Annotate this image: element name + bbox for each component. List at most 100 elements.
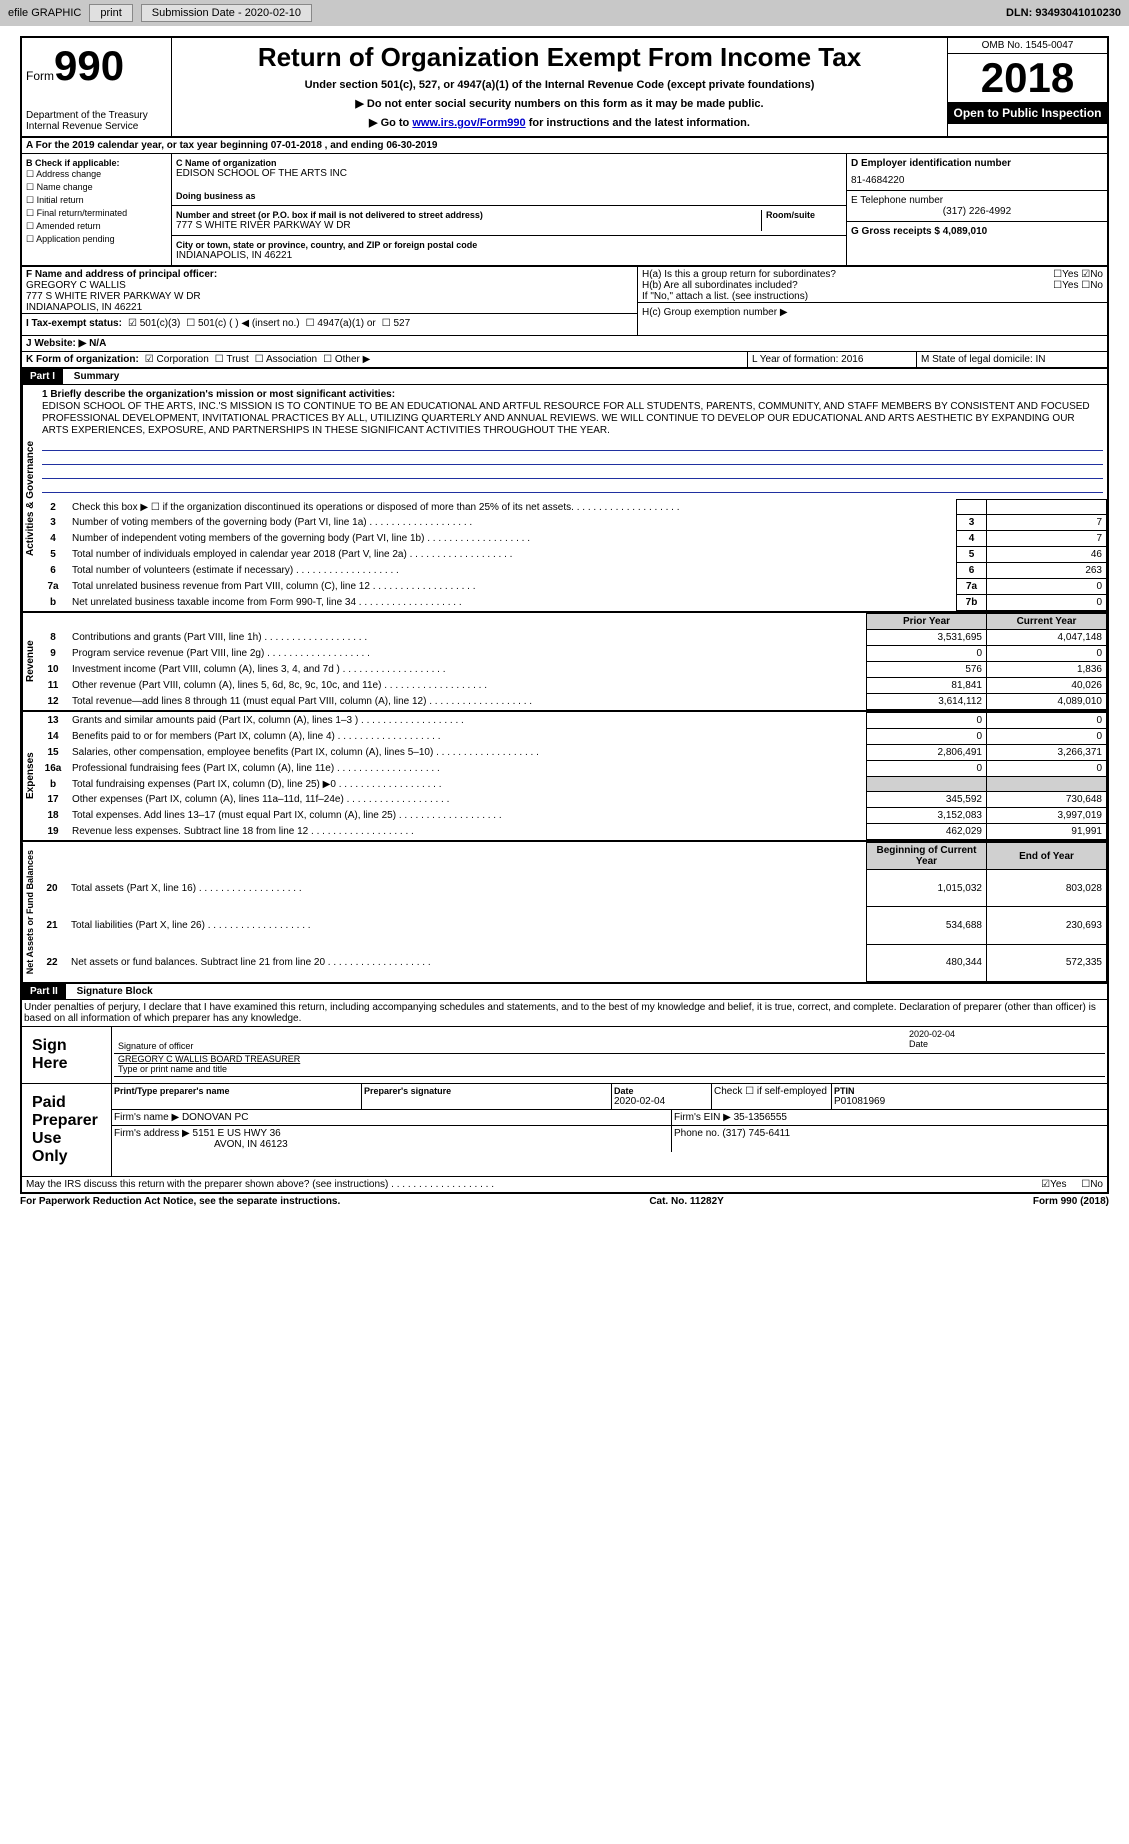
officer-addr1: 777 S WHITE RIVER PARKWAY W DR bbox=[26, 291, 633, 302]
check-corp[interactable]: ☑ Corporation bbox=[145, 354, 209, 365]
signature-block: Sign Here Signature of officer 2020-02-0… bbox=[20, 1026, 1109, 1194]
tax-year: 2018 bbox=[948, 54, 1107, 102]
check-other[interactable]: ☐ Other ▶ bbox=[323, 354, 370, 365]
blue-rule bbox=[42, 467, 1103, 479]
check-amended-return[interactable]: ☐ Amended return bbox=[26, 220, 167, 233]
dln-label: DLN: 93493041010230 bbox=[1006, 7, 1121, 19]
ha-no[interactable]: ☑No bbox=[1081, 269, 1103, 280]
officer-name: GREGORY C WALLIS bbox=[26, 280, 633, 291]
check-501c3[interactable]: ☑ 501(c)(3) bbox=[128, 318, 180, 329]
print-button[interactable]: print bbox=[89, 4, 132, 22]
check-final-return[interactable]: ☐ Final return/terminated bbox=[26, 207, 167, 220]
table-row: 11Other revenue (Part VIII, column (A), … bbox=[38, 678, 1107, 694]
side-netassets: Net Assets or Fund Balances bbox=[22, 842, 37, 982]
firm-addr1: 5151 E US HWY 36 bbox=[193, 1128, 281, 1139]
ha-label: H(a) Is this a group return for subordin… bbox=[642, 269, 1053, 280]
governance-table: 2Check this box ▶ ☐ if the organization … bbox=[38, 499, 1107, 611]
officer-addr2: INDIANAPOLIS, IN 46221 bbox=[26, 302, 633, 313]
line-k-label: K Form of organization: bbox=[26, 354, 139, 365]
check-501c[interactable]: ☐ 501(c) ( ) ◀ (insert no.) bbox=[186, 318, 299, 329]
ha-yes[interactable]: ☐Yes bbox=[1053, 269, 1078, 280]
dept-treasury: Department of the Treasury bbox=[26, 110, 167, 121]
table-row: 19Revenue less expenses. Subtract line 1… bbox=[38, 824, 1107, 840]
box-g-label: G Gross receipts $ 4,089,010 bbox=[851, 226, 1103, 237]
phone-value: (317) 226-4992 bbox=[851, 206, 1103, 217]
table-row: bTotal fundraising expenses (Part IX, co… bbox=[38, 777, 1107, 792]
mission-text: EDISON SCHOOL OF THE ARTS, INC.'S MISSIO… bbox=[42, 401, 1090, 436]
hb-yes[interactable]: ☐Yes bbox=[1053, 280, 1078, 291]
check-application-pending[interactable]: ☐ Application pending bbox=[26, 233, 167, 246]
box-c-label: C Name of organization bbox=[176, 158, 842, 168]
hb-no[interactable]: ☐No bbox=[1081, 280, 1103, 291]
header-sub2: ▶ Do not enter social security numbers o… bbox=[176, 97, 943, 110]
table-row: 20Total assets (Part X, line 16)1,015,03… bbox=[37, 870, 1107, 907]
form-page: Form990 Department of the Treasury Inter… bbox=[0, 26, 1129, 1219]
signature-declaration: Under penalties of perjury, I declare th… bbox=[20, 1000, 1109, 1026]
pra-notice: For Paperwork Reduction Act Notice, see … bbox=[20, 1196, 340, 1207]
line-l: L Year of formation: 2016 bbox=[747, 352, 917, 367]
form-header: Form990 Department of the Treasury Inter… bbox=[20, 36, 1109, 138]
sign-here-label: Sign Here bbox=[22, 1027, 112, 1083]
netassets-table: Beginning of Current YearEnd of Year 20T… bbox=[37, 842, 1107, 982]
line-m: M State of legal domicile: IN bbox=[917, 352, 1107, 367]
check-trust[interactable]: ☐ Trust bbox=[215, 354, 249, 365]
check-self-employed[interactable]: Check ☐ if self-employed bbox=[712, 1084, 832, 1109]
irs-discuss-no[interactable]: ☐No bbox=[1081, 1179, 1103, 1190]
expenses-table: 13Grants and similar amounts paid (Part … bbox=[38, 712, 1107, 840]
omb-number: OMB No. 1545-0047 bbox=[948, 38, 1107, 54]
table-row: 22Net assets or fund balances. Subtract … bbox=[37, 944, 1107, 981]
header-sub3: ▶ Go to www.irs.gov/Form990 for instruct… bbox=[176, 116, 943, 129]
table-row: 2Check this box ▶ ☐ if the organization … bbox=[38, 500, 1107, 515]
col-bcy: Beginning of Current Year bbox=[867, 843, 987, 870]
revenue-table: Prior YearCurrent Year 8Contributions an… bbox=[38, 613, 1107, 710]
form-footer: Form 990 (2018) bbox=[1033, 1196, 1109, 1207]
col-current: Current Year bbox=[987, 614, 1107, 630]
table-row: 9Program service revenue (Part VIII, lin… bbox=[38, 646, 1107, 662]
table-row: 18Total expenses. Add lines 13–17 (must … bbox=[38, 808, 1107, 824]
table-row: bNet unrelated business taxable income f… bbox=[38, 595, 1107, 611]
paid-preparer-label: Paid Preparer Use Only bbox=[22, 1084, 112, 1176]
table-row: 8Contributions and grants (Part VIII, li… bbox=[38, 630, 1107, 646]
table-row: 10Investment income (Part VIII, column (… bbox=[38, 662, 1107, 678]
may-irs-discuss: May the IRS discuss this return with the… bbox=[26, 1179, 1035, 1190]
street-address: 777 S WHITE RIVER PARKWAY W DR bbox=[176, 220, 757, 231]
city-label: City or town, state or province, country… bbox=[176, 240, 842, 250]
header-sub1: Under section 501(c), 527, or 4947(a)(1)… bbox=[176, 79, 943, 91]
entity-info: B Check if applicable: ☐ Address change … bbox=[20, 154, 1109, 267]
table-row: 7aTotal unrelated business revenue from … bbox=[38, 579, 1107, 595]
firm-addr2: AVON, IN 46123 bbox=[214, 1139, 288, 1150]
firm-phone: (317) 745-6411 bbox=[722, 1128, 790, 1139]
table-row: 16aProfessional fundraising fees (Part I… bbox=[38, 761, 1107, 777]
dba-label: Doing business as bbox=[176, 191, 842, 201]
blue-rule bbox=[42, 439, 1103, 451]
line-i-label: I Tax-exempt status: bbox=[26, 318, 122, 329]
firm-name: DONOVAN PC bbox=[182, 1112, 249, 1123]
prep-sig-label: Preparer's signature bbox=[364, 1086, 609, 1096]
blue-rule bbox=[42, 453, 1103, 465]
box-d-label: D Employer identification number bbox=[851, 158, 1103, 169]
officer-signature-line[interactable]: Signature of officer bbox=[114, 1029, 905, 1054]
irs-link[interactable]: www.irs.gov/Form990 bbox=[412, 117, 525, 129]
irs-discuss-yes[interactable]: ☑Yes bbox=[1041, 1179, 1066, 1190]
signature-date: 2020-02-04 Date bbox=[905, 1029, 1105, 1054]
submission-date-button[interactable]: Submission Date - 2020-02-10 bbox=[141, 4, 312, 22]
check-name-change[interactable]: ☐ Name change bbox=[26, 181, 167, 194]
table-row: 15Salaries, other compensation, employee… bbox=[38, 745, 1107, 761]
top-toolbar: efile GRAPHIC print Submission Date - 20… bbox=[0, 0, 1129, 26]
table-row: 21Total liabilities (Part X, line 26)534… bbox=[37, 907, 1107, 944]
prep-date: 2020-02-04 bbox=[614, 1096, 709, 1107]
hb-note: If "No," attach a list. (see instruction… bbox=[642, 291, 1103, 302]
cat-number: Cat. No. 11282Y bbox=[340, 1196, 1033, 1207]
public-inspection: Open to Public Inspection bbox=[948, 102, 1107, 124]
check-4947[interactable]: ☐ 4947(a)(1) or bbox=[306, 318, 376, 329]
form-title: Return of Organization Exempt From Incom… bbox=[176, 42, 943, 73]
table-row: 14Benefits paid to or for members (Part … bbox=[38, 729, 1107, 745]
box-f-label: F Name and address of principal officer: bbox=[26, 269, 633, 280]
table-row: 12Total revenue—add lines 8 through 11 (… bbox=[38, 694, 1107, 710]
check-assoc[interactable]: ☐ Association bbox=[255, 354, 317, 365]
line-j: J Website: ▶ N/A bbox=[22, 336, 110, 351]
mission-label: 1 Briefly describe the organization's mi… bbox=[42, 389, 395, 400]
check-initial-return[interactable]: ☐ Initial return bbox=[26, 194, 167, 207]
check-address-change[interactable]: ☐ Address change bbox=[26, 168, 167, 181]
check-527[interactable]: ☐ 527 bbox=[382, 318, 410, 329]
